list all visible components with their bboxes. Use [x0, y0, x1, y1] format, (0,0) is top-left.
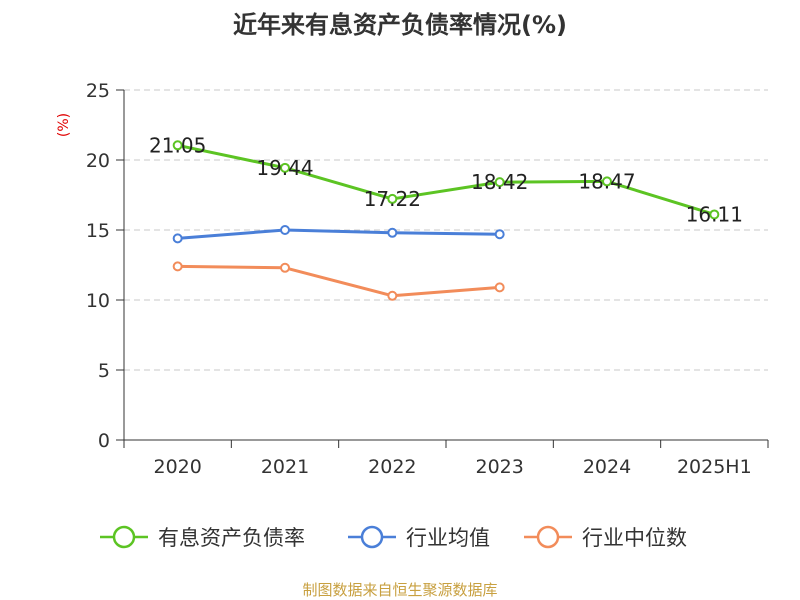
data-point: [280, 225, 290, 235]
data-point: [280, 262, 290, 273]
data-point: [709, 209, 720, 220]
legend-swatch-marker: [360, 525, 384, 549]
x-ticks: 2020 2021 2022 2023 2024 2025H1: [123, 440, 769, 478]
series-line: [177, 264, 500, 298]
x-tick-label: 2025H1: [677, 456, 752, 478]
legend: 有息资产负债率 行业均值 行业中位数: [100, 525, 687, 550]
data-label: 16.11: [686, 202, 743, 226]
data-label: 18.42: [471, 170, 528, 194]
y-tick-label: 25: [86, 80, 110, 102]
data-point: [494, 229, 505, 240]
data-labels: 21.05 19.44 17.22 18.42 18.47 16.11: [149, 133, 743, 226]
data-label: 21.05: [149, 133, 206, 157]
x-tick-label: 2024: [583, 456, 631, 478]
y-axis-label: (%): [56, 113, 72, 137]
data-label: 17.22: [364, 187, 421, 211]
data-label: 19.44: [256, 156, 313, 180]
legend-swatch-marker: [112, 525, 136, 549]
legend-label: 行业中位数: [582, 526, 687, 550]
data-point: [280, 162, 290, 173]
series-line: [177, 143, 715, 216]
data-point: [494, 282, 505, 293]
chart-title: 近年来有息资产负债率情况(%): [233, 11, 567, 39]
y-tick-label: 10: [86, 290, 110, 312]
x-tick-label: 2021: [261, 456, 309, 478]
data-point: [494, 177, 505, 188]
data-point: [387, 227, 398, 238]
y-tick-label: 0: [98, 430, 110, 452]
series-line: [177, 228, 500, 240]
data-point: [172, 140, 183, 151]
data-point: [172, 261, 183, 272]
legend-label: 有息资产负债率: [158, 526, 305, 550]
data-point: [172, 233, 183, 244]
x-tick-label: 2020: [153, 456, 201, 478]
axes: [123, 90, 768, 441]
series-group: [172, 140, 720, 301]
data-point: [602, 176, 612, 187]
y-tick-label: 5: [98, 360, 110, 382]
gridlines: [124, 89, 768, 371]
data-label: 18.47: [578, 169, 635, 193]
y-ticks: 0 5 10 15 20 25: [86, 80, 124, 452]
legend-label: 行业均值: [406, 526, 490, 550]
source-text: 制图数据来自恒生聚源数据库: [302, 581, 497, 599]
data-point: [387, 193, 398, 204]
x-tick-label: 2023: [475, 456, 523, 478]
y-tick-label: 20: [86, 150, 110, 172]
y-tick-label: 15: [86, 220, 110, 242]
legend-swatch-marker: [536, 525, 560, 549]
x-tick-label: 2022: [368, 456, 416, 478]
data-point: [387, 290, 398, 301]
